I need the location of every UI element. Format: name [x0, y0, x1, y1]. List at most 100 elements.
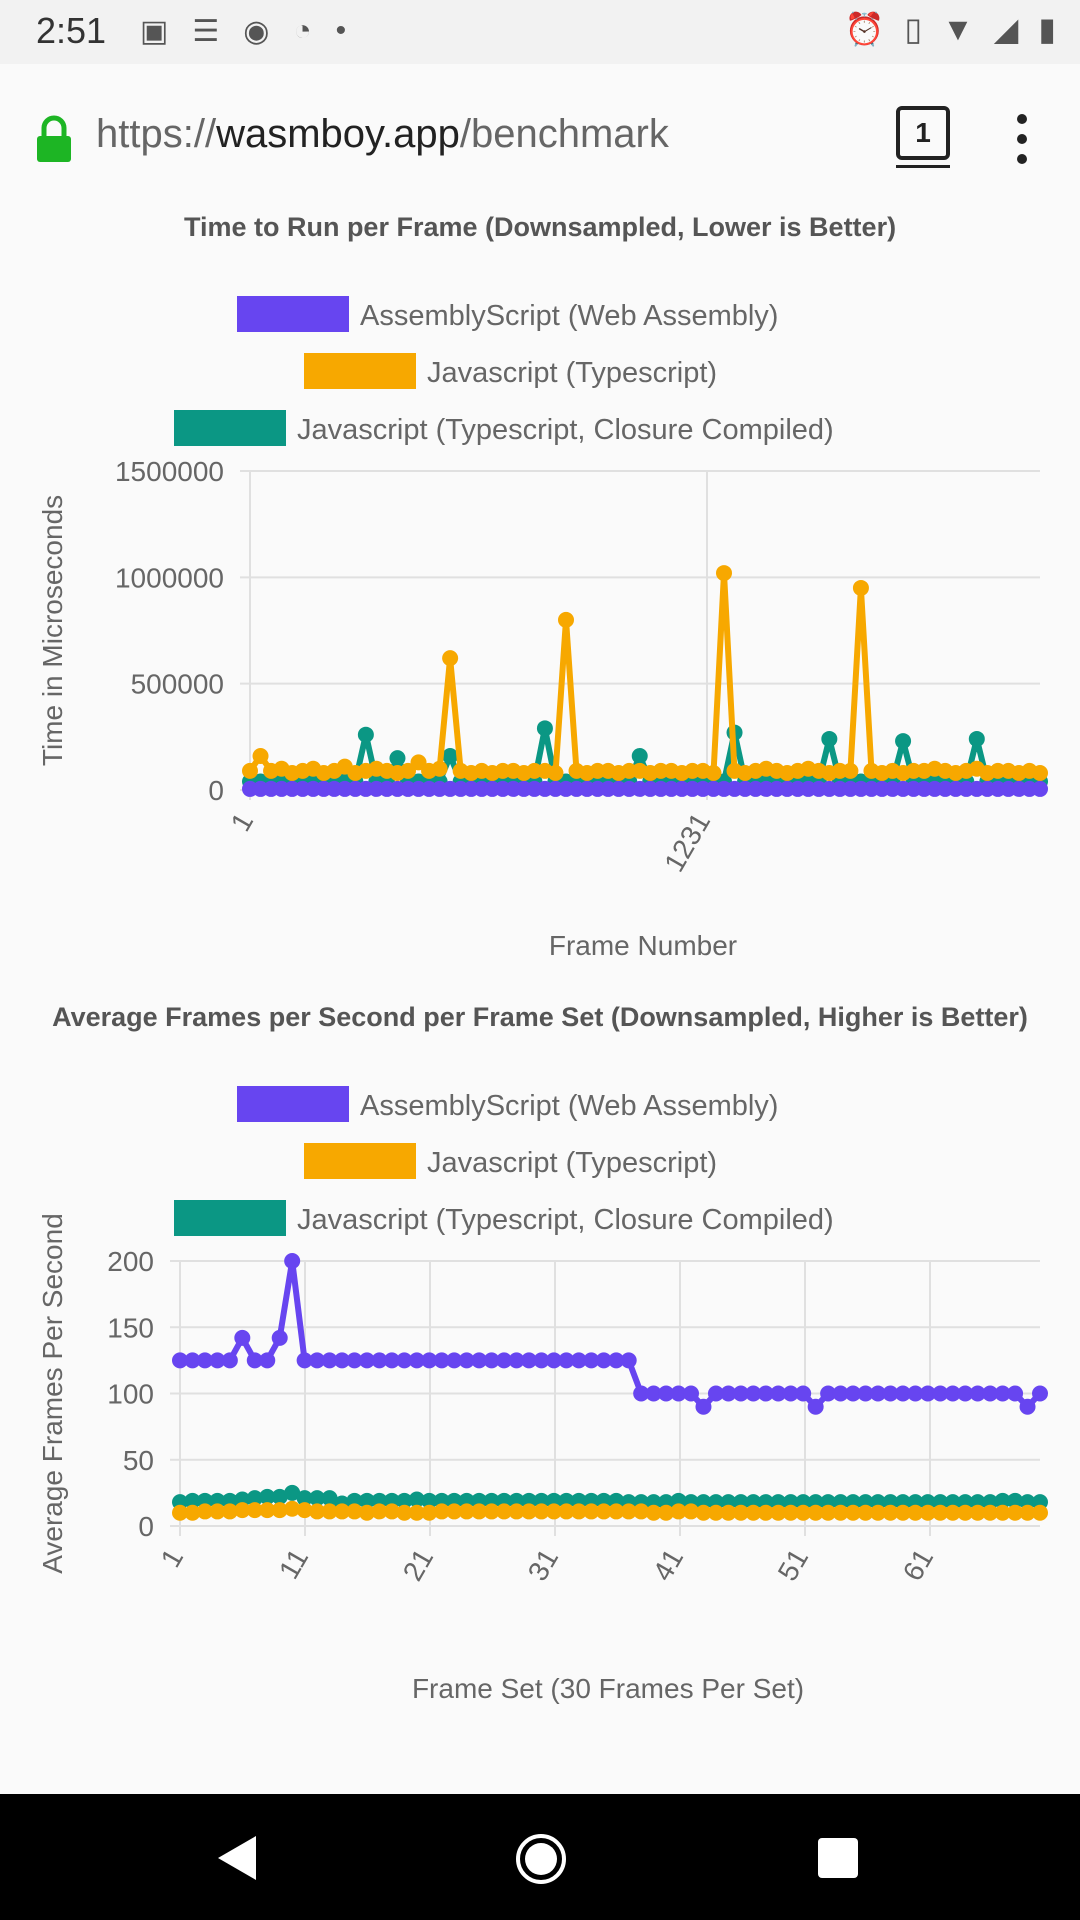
android-nav-bar — [0, 1794, 1080, 1920]
status-bar: 2:51 ▣ ☰ ◉ ◔ • ⏰ ▯ ▼ ◢ ▮ — [0, 0, 1080, 64]
data-point — [458, 1503, 475, 1520]
browser-toolbar: https://wasmboy.app/benchmark 1 — [0, 64, 1080, 210]
data-point — [633, 1503, 650, 1520]
overflow-menu-icon[interactable] — [1012, 114, 1032, 164]
data-point — [658, 1385, 675, 1402]
data-point — [620, 1503, 637, 1520]
data-point — [172, 1504, 188, 1521]
data-point — [932, 1504, 949, 1521]
data-point — [842, 762, 859, 779]
data-point — [1007, 1385, 1024, 1402]
data-point — [795, 1504, 812, 1521]
data-point — [383, 1352, 400, 1369]
data-point — [695, 1398, 712, 1415]
data-point — [221, 1352, 238, 1369]
y-tick-label: 0 — [138, 1511, 154, 1542]
data-point — [558, 1503, 575, 1520]
data-point — [442, 650, 459, 667]
data-point — [1007, 1504, 1024, 1521]
data-point — [944, 1504, 961, 1521]
data-point — [695, 1504, 712, 1521]
data-point — [396, 1504, 413, 1521]
data-point — [433, 1352, 450, 1369]
data-point — [795, 1385, 812, 1402]
data-point — [458, 1352, 475, 1369]
system-icons: ⏰ ▯ ▼ ◢ ▮ — [845, 10, 1056, 48]
data-point — [1019, 1398, 1036, 1415]
data-point — [408, 1491, 425, 1508]
data-point — [471, 1352, 488, 1369]
data-point — [209, 1352, 226, 1369]
data-point — [184, 1504, 201, 1521]
data-point — [358, 1492, 375, 1509]
data-point — [770, 1385, 787, 1402]
data-point — [242, 762, 258, 779]
data-point — [969, 1385, 986, 1402]
legend-label: AssemblyScript (Web Assembly) — [360, 1090, 778, 1122]
back-button[interactable] — [218, 1836, 256, 1880]
data-point — [221, 1503, 238, 1520]
recents-button[interactable] — [818, 1838, 858, 1878]
data-point — [620, 1352, 637, 1369]
data-point — [408, 1352, 425, 1369]
x-tick-label: 1231 — [658, 808, 716, 877]
data-point — [608, 1352, 625, 1369]
data-point — [259, 1488, 276, 1505]
time-per-frame-chart: Time to Run per Frame (Downsampled, Lowe… — [37, 212, 1048, 961]
wifi-icon: ▼ — [942, 10, 974, 47]
data-point — [994, 1504, 1011, 1521]
data-point — [570, 1503, 587, 1520]
data-point — [570, 1352, 587, 1369]
data-point — [732, 1385, 749, 1402]
image-icon: ▣ — [140, 15, 169, 48]
alarm-icon: ⏰ — [844, 11, 885, 47]
data-point — [882, 1385, 899, 1402]
data-point — [471, 1503, 488, 1520]
data-point — [820, 1504, 837, 1521]
data-point — [919, 1385, 936, 1402]
x-tick-label: 51 — [772, 1544, 814, 1586]
data-point — [346, 1352, 363, 1369]
legend-swatch — [304, 1143, 416, 1179]
data-point — [757, 1385, 774, 1402]
legend-label: Javascript (Typescript, Closure Compiled… — [297, 414, 834, 446]
data-point — [852, 579, 869, 596]
legend-swatch — [304, 353, 416, 389]
data-point — [334, 1352, 351, 1369]
y-tick-label: 150 — [107, 1312, 154, 1343]
data-point — [895, 733, 912, 750]
x-tick-label: 31 — [522, 1544, 564, 1586]
data-point — [284, 1500, 301, 1517]
data-point — [483, 1352, 500, 1369]
tab-switcher-button[interactable]: 1 — [896, 106, 950, 168]
data-point — [1007, 1492, 1024, 1509]
data-point — [670, 1503, 687, 1520]
url-field[interactable]: https://wasmboy.app/benchmark — [96, 112, 669, 157]
battery-icon: ▮ — [1038, 11, 1056, 47]
home-button[interactable] — [516, 1834, 566, 1884]
notification-icons: ▣ ☰ ◉ ◔ • — [140, 14, 346, 49]
data-point — [371, 1352, 388, 1369]
data-point — [969, 1504, 986, 1521]
legend-label: Javascript (Typescript) — [427, 1147, 717, 1179]
data-point — [246, 1490, 263, 1507]
data-point — [757, 1504, 774, 1521]
data-point — [371, 1503, 388, 1520]
data-point — [309, 1352, 326, 1369]
data-point — [957, 1385, 974, 1402]
y-tick-label: 100 — [107, 1379, 154, 1410]
data-point — [832, 1504, 849, 1521]
news-icon: ☰ — [192, 15, 220, 48]
data-point — [321, 1352, 338, 1369]
data-point — [421, 1352, 438, 1369]
data-point — [670, 1385, 687, 1402]
data-point — [633, 1385, 650, 1402]
data-point — [894, 1504, 911, 1521]
y-tick-label: 500000 — [131, 669, 224, 700]
data-point — [782, 1504, 799, 1521]
data-point — [894, 1385, 911, 1402]
benchmark-page: Time to Run per Frame (Downsampled, Lowe… — [0, 208, 1080, 1794]
data-point — [296, 1502, 313, 1519]
data-point — [968, 730, 985, 747]
lock-icon[interactable] — [34, 114, 74, 164]
